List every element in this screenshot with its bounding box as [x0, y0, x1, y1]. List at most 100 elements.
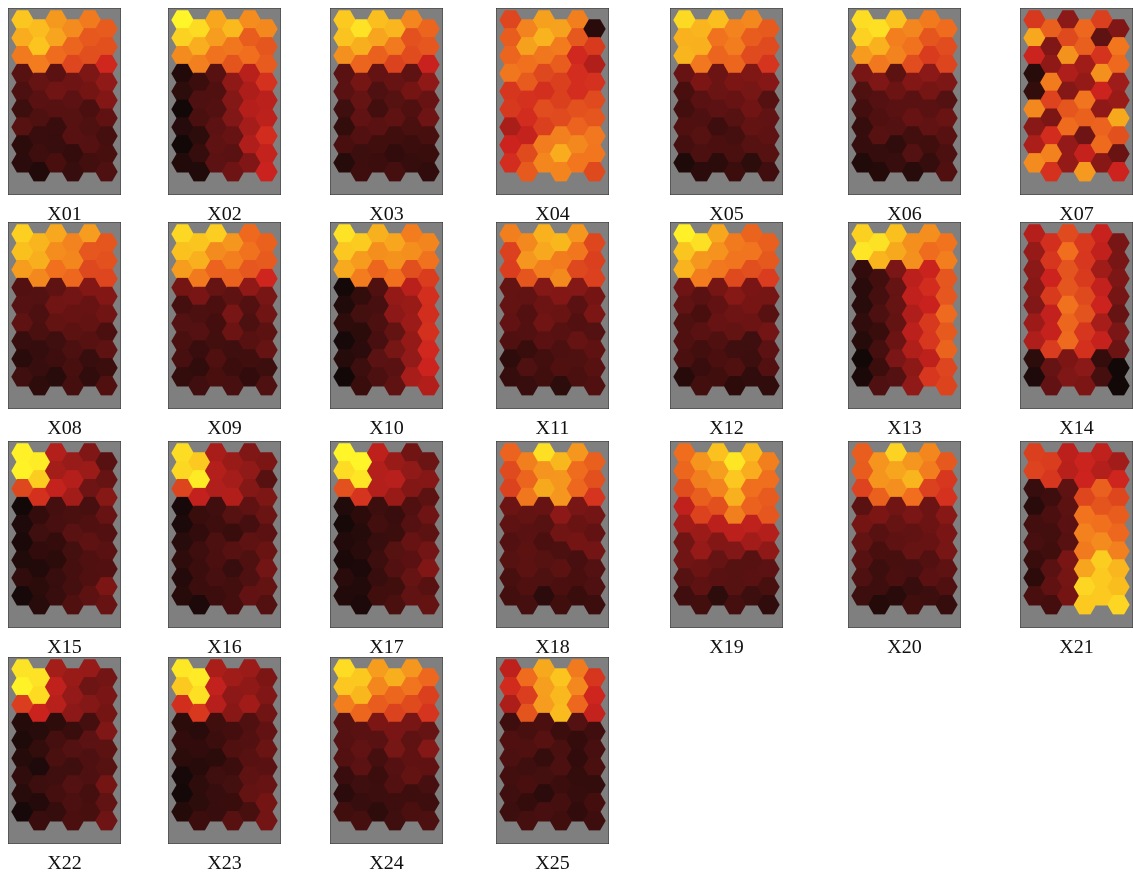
hex-cell	[566, 694, 589, 715]
hex-cell	[95, 233, 118, 253]
hex-cell	[723, 505, 747, 526]
hex-cell	[221, 322, 245, 342]
hex-cell	[884, 443, 908, 463]
hex-cell	[44, 694, 68, 715]
hex-cell	[757, 233, 780, 253]
hex-cell	[417, 577, 440, 597]
hex-cell	[255, 811, 278, 831]
hex-cell	[1023, 349, 1046, 369]
hex-cell	[499, 659, 522, 679]
hex-cell	[583, 322, 606, 342]
hex-cell	[757, 108, 780, 128]
hex-cell	[690, 505, 713, 526]
hex-cell	[532, 367, 556, 387]
hex-cell	[333, 550, 356, 570]
hex-cell	[566, 496, 589, 517]
hex-map	[848, 222, 961, 409]
hex-cell	[204, 586, 228, 606]
hex-cell	[383, 739, 407, 760]
plane-label: X22	[47, 852, 82, 874]
hex-cell	[549, 505, 573, 526]
hex-cell	[851, 224, 874, 244]
hex-cell	[918, 461, 941, 481]
hex-cell	[28, 452, 51, 472]
hex-cell	[171, 568, 194, 588]
hex-cell	[918, 135, 941, 155]
hex-cell	[221, 19, 245, 39]
hex-cell	[188, 340, 211, 360]
hex-cell	[566, 331, 589, 351]
hex-cell	[1090, 367, 1113, 387]
hex-cell	[757, 487, 780, 508]
hex-cell	[549, 358, 573, 378]
plane-label: X04	[535, 203, 570, 225]
hex-cell	[366, 367, 390, 387]
hex-cell	[516, 686, 539, 706]
hex-cell	[11, 45, 34, 66]
hex-cell	[61, 739, 85, 760]
hex-cell	[171, 224, 194, 244]
hex-cell	[95, 72, 118, 93]
hex-cell	[516, 668, 539, 688]
hex-cell	[1107, 523, 1130, 544]
hex-cell	[95, 505, 118, 526]
hex-cell	[583, 595, 606, 615]
hex-cell	[221, 452, 245, 472]
hex-cell	[400, 766, 423, 786]
hex-cell	[851, 28, 874, 48]
hex-cell	[28, 358, 51, 378]
hex-cell	[366, 461, 390, 481]
hex-cell	[566, 586, 589, 606]
hex-cell	[204, 28, 228, 48]
hex-cell	[171, 10, 194, 30]
hex-cell	[583, 286, 606, 307]
hex-cell	[583, 37, 606, 57]
hex-cell	[366, 28, 390, 48]
hex-cell	[61, 559, 85, 579]
hex-cell	[1073, 19, 1097, 39]
hex-cell	[11, 532, 34, 552]
hex-cell	[333, 10, 356, 30]
hex-cell	[188, 523, 211, 544]
hex-cell	[11, 295, 34, 316]
hex-cell	[204, 367, 228, 387]
hex-cell	[673, 153, 696, 173]
hex-cell	[400, 550, 423, 570]
hex-cell	[400, 461, 423, 481]
hex-cell	[583, 577, 606, 597]
hex-cell	[566, 659, 589, 679]
hex-cell	[78, 242, 101, 262]
hex-cell	[238, 659, 261, 679]
hex-cell	[935, 487, 958, 508]
hex-cell	[95, 577, 118, 597]
hex-cell	[44, 63, 68, 84]
hex-cell	[188, 162, 211, 182]
hex-cell	[350, 286, 373, 307]
hex-cell	[1107, 358, 1130, 378]
hex-cell	[566, 766, 589, 786]
hex-cell	[400, 99, 423, 119]
hex-cell	[1073, 595, 1097, 615]
hex-cell	[188, 668, 211, 688]
hex-cell	[516, 233, 539, 253]
hex-cell	[188, 470, 211, 490]
hex-cell	[868, 322, 891, 342]
hex-cell	[188, 72, 211, 93]
hex-cell	[171, 461, 194, 481]
hex-cell	[221, 340, 245, 360]
hex-cell	[366, 135, 390, 155]
hex-cell	[935, 108, 958, 128]
hex-cell	[383, 304, 407, 325]
hex-map	[330, 222, 443, 409]
hex-cell	[516, 108, 539, 128]
hex-cell	[1107, 595, 1130, 615]
hex-map	[168, 8, 281, 195]
hex-cell	[238, 478, 261, 499]
hex-cell	[583, 268, 606, 289]
hex-cell	[1090, 242, 1113, 262]
hex-cell	[204, 224, 228, 244]
hex-cell	[1090, 568, 1113, 588]
hex-cell	[583, 541, 606, 561]
hex-cell	[350, 54, 373, 75]
hex-cell	[935, 268, 958, 289]
